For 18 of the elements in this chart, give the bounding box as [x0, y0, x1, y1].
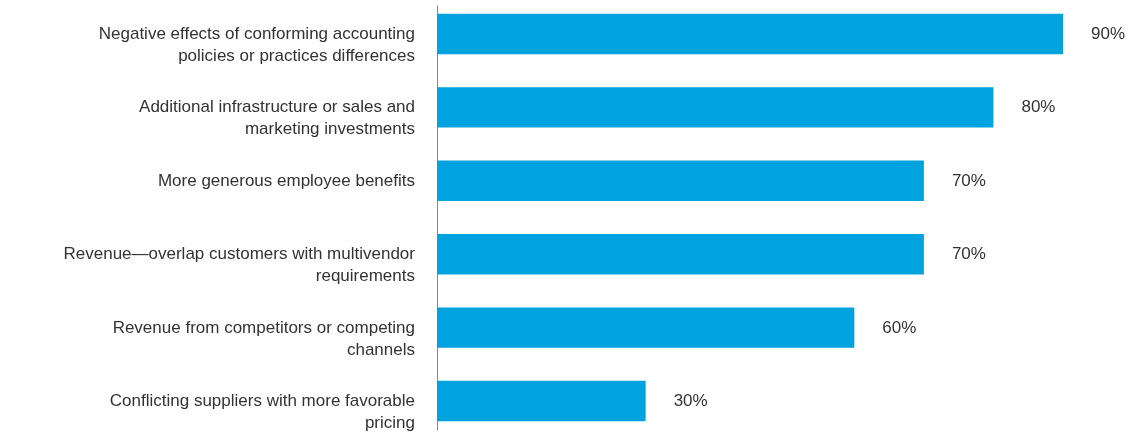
bar — [437, 160, 924, 201]
data-label: 80% — [1021, 97, 1056, 117]
data-label: 30% — [673, 391, 708, 411]
data-label: 60% — [882, 317, 917, 337]
data-label: 70% — [951, 244, 986, 264]
bar — [437, 234, 924, 275]
bar — [437, 380, 646, 422]
y-tick-label: Additional infrastructure or sales and marketing investments — [139, 97, 415, 139]
bar — [437, 307, 855, 348]
y-tick-label: Revenue from competitors or competing channels — [112, 317, 415, 359]
y-tick-label: Negative effects of conforming accounting policies or practices differences — [98, 23, 415, 65]
y-tick-label: More generous employee benefits — [157, 170, 415, 190]
data-label: 90% — [1091, 23, 1126, 43]
y-tick-label: Revenue—overlap customers with multivendor requirements — [63, 244, 416, 286]
y-tick-label: Conflicting suppliers with more favorable pricing — [109, 391, 415, 433]
bar — [437, 13, 1063, 55]
data-label: 70% — [951, 170, 986, 190]
bar — [437, 87, 994, 128]
